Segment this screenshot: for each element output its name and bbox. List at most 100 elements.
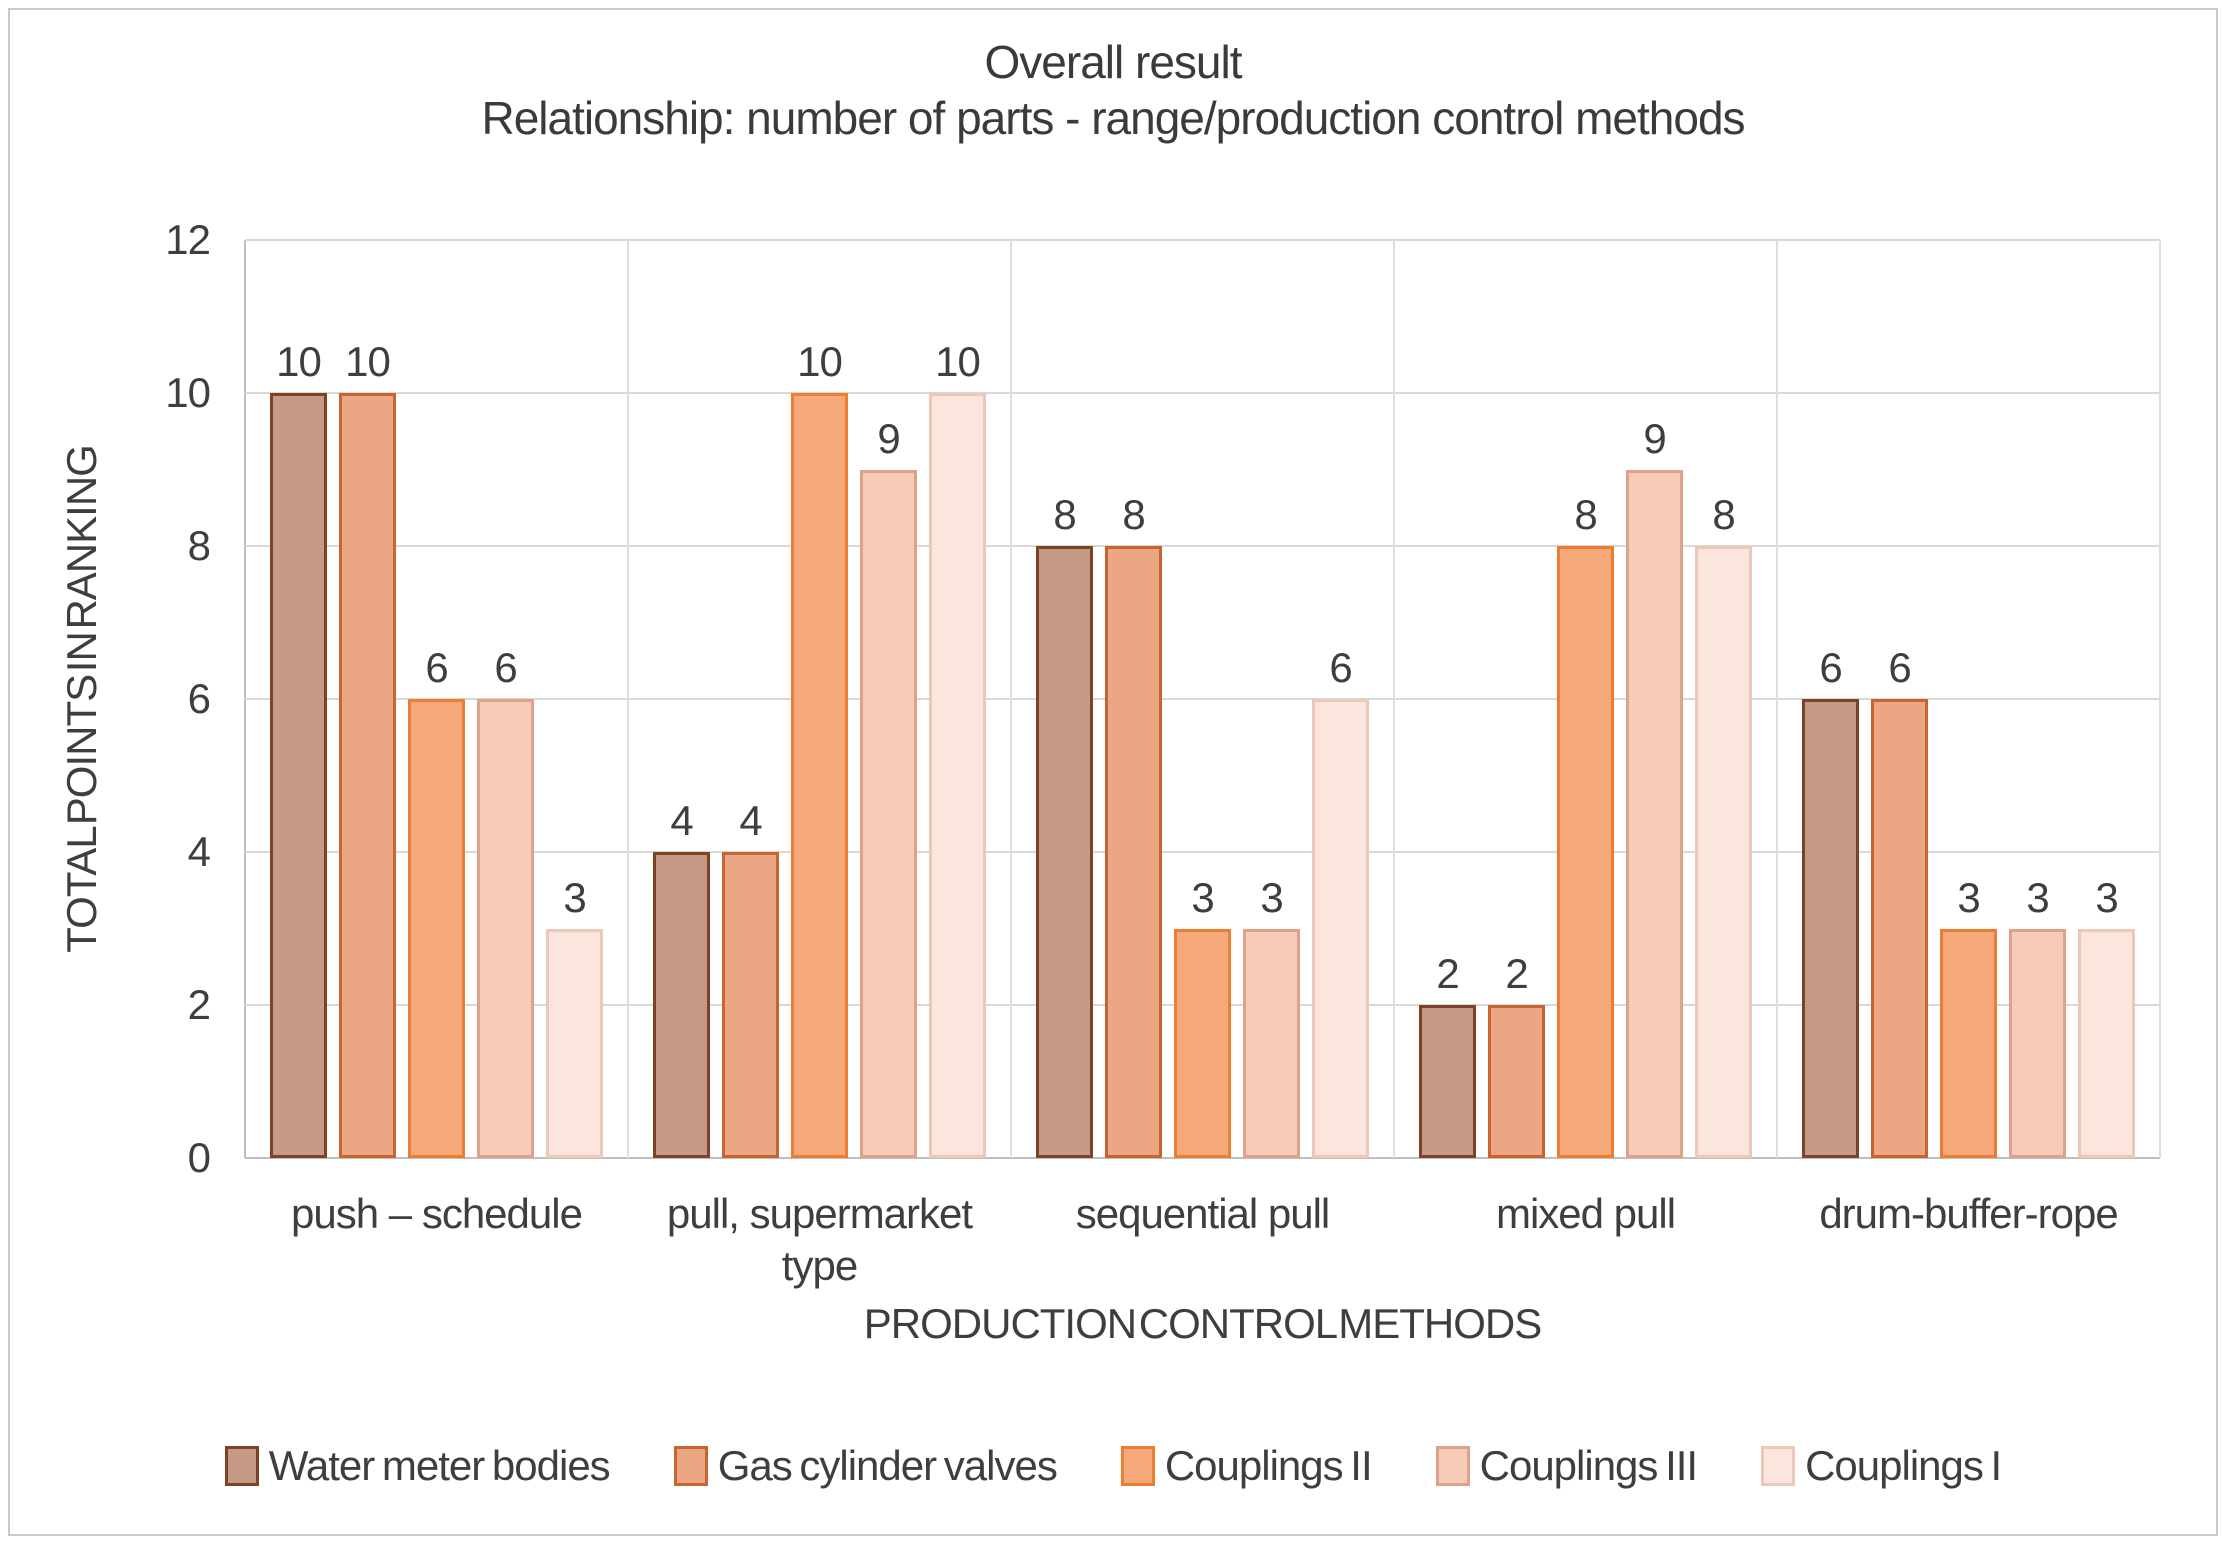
bar [1488, 1005, 1545, 1158]
gridline-y-4 [245, 851, 2160, 854]
bar-value-label: 10 [276, 338, 322, 385]
bar-value-label: 3 [563, 873, 586, 921]
category-labels: push – schedule pull, supermarket type seq… [245, 1188, 2160, 1292]
category-label-1: push – schedule [291, 1190, 583, 1237]
bar-value-label: 6 [1888, 644, 1911, 691]
legend-item: Couplings I [1761, 1442, 2002, 1490]
bar-slot: 9 [860, 240, 917, 1158]
bar-slot: 3 [1243, 240, 1300, 1158]
bar-slot: 4 [653, 240, 710, 1158]
bar-value-label: 2 [1436, 950, 1459, 998]
bar [2009, 928, 2066, 1158]
bar-slot: 8 [1695, 240, 1752, 1158]
bar-slot: 8 [1036, 240, 1093, 1158]
bar-slot: 3 [1940, 240, 1997, 1158]
bar [339, 393, 396, 1158]
gridline-x-boundary [1393, 240, 1395, 1158]
bar-value-label: 4 [670, 797, 693, 845]
y-tick-label-6: 6 [187, 675, 211, 722]
bar [1174, 928, 1231, 1158]
y-tick-label-2: 2 [187, 981, 211, 1029]
x-axis-title: PRODUCTION CONTROL METHODS [863, 1300, 1542, 1347]
legend: Water meter bodies Gas cylinder valves Cou… [0, 1442, 2226, 1490]
bar-slot: 10 [339, 240, 396, 1158]
bar [1312, 699, 1369, 1158]
bar-group-2: 4 4 10 9 10 [628, 240, 1011, 1158]
bar [1695, 546, 1752, 1158]
gridline-y-8 [245, 545, 2160, 548]
bar [791, 393, 848, 1158]
legend-label: Gas cylinder valves [717, 1442, 1058, 1489]
bar-value-label: 8 [1053, 491, 1076, 539]
bar [1036, 546, 1093, 1158]
legend-swatch-icon [224, 1446, 259, 1486]
category-label-4: mixed pull [1495, 1190, 1676, 1237]
bar-value-label: 6 [1329, 644, 1352, 691]
bar-slot: 3 [1174, 240, 1231, 1158]
bar-value-label: 6 [494, 644, 517, 691]
legend-swatch-icon [673, 1446, 708, 1486]
bar-slot: 6 [1312, 240, 1369, 1158]
bar-value-label: 6 [425, 644, 448, 691]
bar-groups: 10 10 6 6 3 4 4 10 9 10 8 8 3 3 6 2 2 8 9 8 6 6 3 3 3 [245, 240, 2160, 1158]
legend-label: Couplings II [1164, 1442, 1373, 1489]
bar-slot: 9 [1626, 240, 1683, 1158]
bar-slot: 6 [1802, 240, 1859, 1158]
bar [1419, 1005, 1476, 1158]
y-tick-label-4: 4 [187, 828, 211, 876]
bar-slot: 8 [1105, 240, 1162, 1158]
x-axis-line [245, 1157, 2160, 1159]
y-axis-ticks: 0 2 4 6 8 10 12 [60, 216, 211, 1181]
y-tick-label-0: 0 [187, 1134, 211, 1181]
bar [722, 852, 779, 1158]
gridline-x-boundary [1776, 240, 1778, 1158]
bar-slot: 10 [929, 240, 986, 1158]
gridline-x-boundary [2159, 240, 2161, 1158]
bar [860, 469, 917, 1158]
bar-value-label: 9 [877, 414, 900, 462]
bar [546, 928, 603, 1158]
bar-value-label: 3 [2095, 873, 2118, 921]
legend-label: Water meter bodies [268, 1442, 611, 1489]
bar-slot: 10 [270, 240, 327, 1158]
bar [1626, 469, 1683, 1158]
legend-label: Couplings I [1805, 1442, 2002, 1489]
category-label-3: sequential pull [1075, 1190, 1331, 1237]
chart-subtitle: Relationship: number of parts - range/pr… [481, 92, 1745, 144]
bar-value-label: 10 [797, 338, 843, 385]
legend-label: Couplings III [1479, 1442, 1698, 1489]
bar-value-label: 8 [1122, 491, 1145, 539]
bar [1105, 546, 1162, 1158]
bar [1940, 928, 1997, 1158]
bar-value-label: 3 [1260, 873, 1283, 921]
bar-group-1: 10 10 6 6 3 [245, 240, 628, 1158]
bar [2078, 928, 2135, 1158]
bar-slot: 10 [791, 240, 848, 1158]
bar-value-label: 8 [1574, 491, 1597, 539]
bar-value-label: 10 [345, 338, 391, 385]
bar-value-label: 3 [1191, 873, 1214, 921]
bar [270, 393, 327, 1158]
bar [477, 699, 534, 1158]
legend-item: Couplings II [1120, 1442, 1373, 1490]
gridline-x-boundary [627, 240, 629, 1158]
bar-slot: 6 [408, 240, 465, 1158]
legend-item: Water meter bodies [224, 1442, 611, 1490]
bar-value-label: 2 [1505, 950, 1528, 998]
legend-item: Gas cylinder valves [673, 1442, 1058, 1490]
bar-slot: 2 [1419, 240, 1476, 1158]
bar [1557, 546, 1614, 1158]
bar-value-label: 3 [1957, 873, 1980, 921]
bar-slot: 3 [2078, 240, 2135, 1158]
bar-value-label: 6 [1819, 644, 1842, 691]
bar-value-label: 9 [1643, 414, 1666, 462]
chart-title: Overall result [984, 36, 1243, 88]
bar-slot: 6 [477, 240, 534, 1158]
bar-value-label: 8 [1712, 491, 1735, 539]
bar-slot: 8 [1557, 240, 1614, 1158]
y-tick-label-10: 10 [165, 369, 211, 416]
y-tick-label-12: 12 [165, 216, 211, 263]
